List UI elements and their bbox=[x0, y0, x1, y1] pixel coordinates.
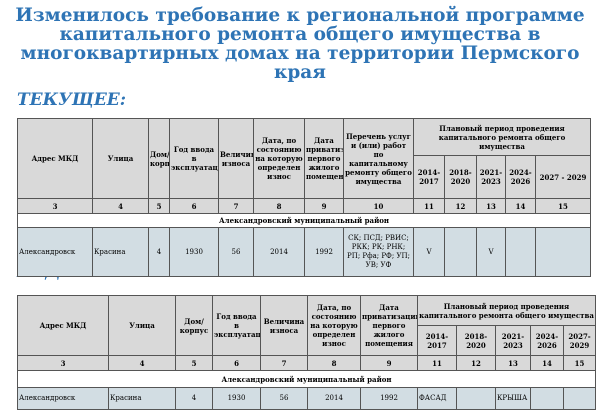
data-cell: 56 bbox=[218, 227, 254, 277]
column-number: 9 bbox=[360, 355, 418, 371]
column-number: 8 bbox=[307, 355, 361, 371]
data-cell: 1930 bbox=[212, 387, 261, 410]
column-number-row: 3 4 5 6 7 8 9 10 11 12 13 14 15 bbox=[17, 198, 592, 214]
column-number: 4 bbox=[108, 355, 176, 371]
column-number: 9 bbox=[304, 198, 344, 214]
data-cell: 2014 bbox=[307, 387, 361, 410]
column-header: Год ввода в эксплуатацию bbox=[212, 295, 261, 356]
data-cell: 56 bbox=[260, 387, 308, 410]
column-number: 14 bbox=[505, 198, 536, 214]
column-header: Улица bbox=[108, 295, 176, 356]
data-cell: Красина bbox=[92, 227, 149, 277]
data-cell: КРЫША bbox=[495, 387, 531, 410]
column-header: Дом/корпус bbox=[175, 295, 213, 356]
column-number: 12 bbox=[444, 198, 477, 214]
column-header: Год ввода в эксплуатацию bbox=[169, 118, 219, 199]
table-row: Александровск Красина 4 1930 56 2014 1992 ФАСАД… bbox=[17, 387, 597, 410]
column-header: Величина износа bbox=[218, 118, 254, 199]
column-number: 11 bbox=[413, 198, 445, 214]
data-cell bbox=[534, 227, 592, 277]
data-cell: СК; ПСД; РВИС; РКК; РК; РНК; РП; Рфа; РФ… bbox=[343, 227, 414, 277]
column-number: 7 bbox=[260, 355, 308, 371]
data-cell: 4 bbox=[148, 227, 170, 277]
data-cell: ФАСАД bbox=[417, 387, 457, 410]
column-number: 5 bbox=[175, 355, 213, 371]
data-cell: V bbox=[476, 227, 506, 277]
period-column-header: 2027-2029 bbox=[562, 325, 597, 356]
period-column-header: 2027 - 2029 bbox=[534, 155, 592, 199]
data-cell: 1992 bbox=[360, 387, 418, 410]
data-cell: 1992 bbox=[304, 227, 344, 277]
column-number: 15 bbox=[562, 355, 597, 371]
column-number: 3 bbox=[17, 355, 109, 371]
column-number: 11 bbox=[417, 355, 457, 371]
period-column-header: 2024-2026 bbox=[530, 325, 564, 356]
period-column-header: 2018-2020 bbox=[456, 325, 496, 356]
column-number: 10 bbox=[343, 198, 414, 214]
column-number: 7 bbox=[218, 198, 254, 214]
column-header: Перечень услуг и (или) работ по капиталь… bbox=[343, 118, 414, 199]
data-cell bbox=[456, 387, 496, 410]
column-header: Дата, по состоянию на которую определен … bbox=[253, 118, 305, 199]
column-number: 15 bbox=[534, 198, 592, 214]
period-column-header: 2018-2020 bbox=[444, 155, 477, 199]
data-cell bbox=[562, 387, 597, 410]
column-number: 8 bbox=[253, 198, 305, 214]
column-number-row: 3 4 5 6 7 8 9 11 12 13 14 15 bbox=[17, 355, 597, 371]
data-cell: 2014 bbox=[253, 227, 305, 277]
data-cell: 1930 bbox=[169, 227, 219, 277]
column-number: 6 bbox=[212, 355, 261, 371]
column-header: Величина износа bbox=[260, 295, 308, 356]
page-title: Изменилось требование к региональной про… bbox=[15, 5, 585, 83]
column-header: Дом/корпус bbox=[148, 118, 170, 199]
column-number: 6 bbox=[169, 198, 219, 214]
column-number: 3 bbox=[17, 198, 93, 214]
column-header: Адрес МКД bbox=[17, 118, 93, 199]
period-column-header: 2024-2026 bbox=[505, 155, 536, 199]
column-header: Улица bbox=[92, 118, 149, 199]
district-row: Александровский муниципальный район bbox=[16, 213, 592, 228]
column-header: Дата приватизации первого жилого помещен… bbox=[360, 295, 418, 356]
column-header: Дата приватизации первого жилого помещен… bbox=[304, 118, 344, 199]
column-number: 13 bbox=[495, 355, 531, 371]
future-table: Адрес МКД Улица Дом/корпус Год ввода в эксп… bbox=[16, 295, 597, 410]
data-cell bbox=[444, 227, 477, 277]
column-number: 13 bbox=[476, 198, 506, 214]
period-header: Плановый период проведения капитального … bbox=[416, 295, 597, 326]
column-number: 4 bbox=[92, 198, 149, 214]
period-column-header: 2014-2017 bbox=[417, 325, 457, 356]
period-column-header: 2021-2023 bbox=[495, 325, 531, 356]
data-cell bbox=[505, 227, 536, 277]
data-cell: Александровск bbox=[17, 227, 93, 277]
period-column-header: 2021-2023 bbox=[476, 155, 506, 199]
district-row: Александровский муниципальный район bbox=[16, 370, 597, 388]
period-header: Плановый период проведения капитального … bbox=[412, 118, 592, 156]
column-number: 14 bbox=[530, 355, 564, 371]
period-column-header: 2014-2017 bbox=[413, 155, 445, 199]
data-cell: V bbox=[413, 227, 445, 277]
current-label: ТЕКУЩЕЕ: bbox=[17, 90, 127, 110]
column-number: 5 bbox=[148, 198, 170, 214]
data-cell: 4 bbox=[175, 387, 213, 410]
column-number: 12 bbox=[456, 355, 496, 371]
column-header: Адрес МКД bbox=[17, 295, 109, 356]
data-cell: Александровск bbox=[17, 387, 109, 410]
data-cell bbox=[530, 387, 564, 410]
column-header: Дата, по состоянию на которую определен … bbox=[307, 295, 361, 356]
table-row: Александровск Красина 4 1930 56 2014 1992 СК; П… bbox=[17, 227, 592, 277]
data-cell: Красина bbox=[108, 387, 176, 410]
